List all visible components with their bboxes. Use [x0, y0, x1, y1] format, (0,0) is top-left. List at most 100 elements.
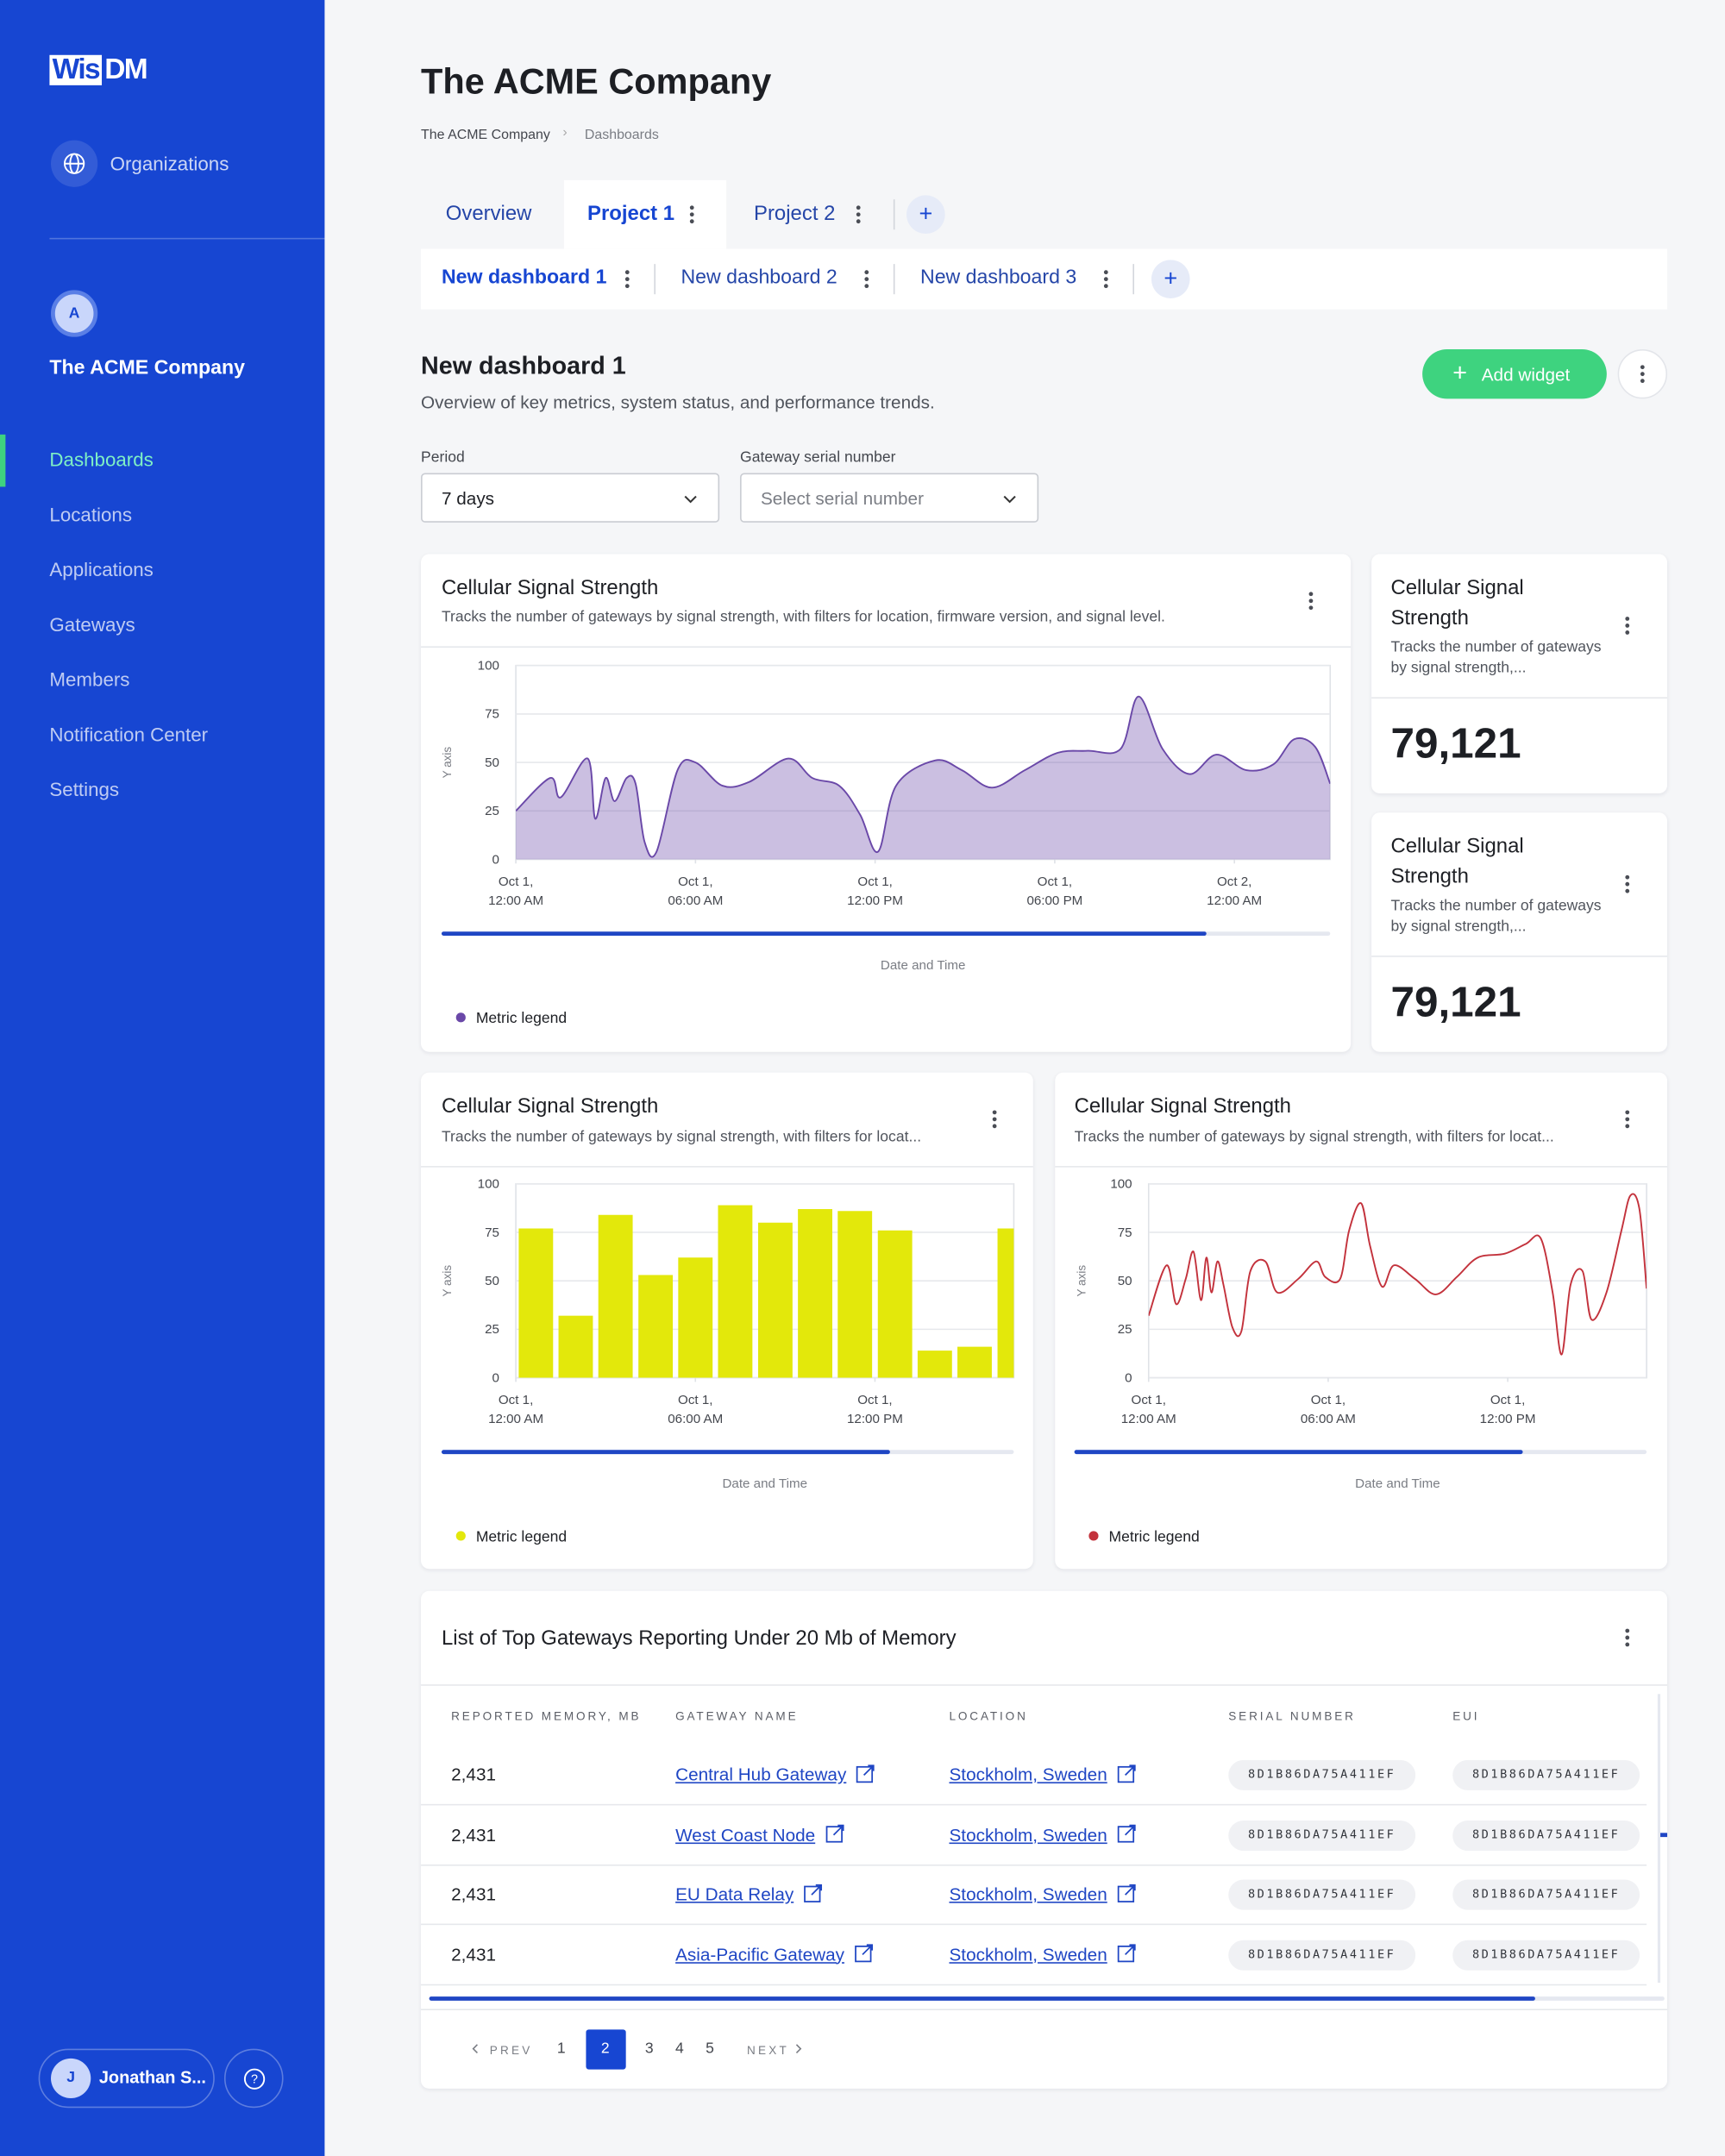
- period-select[interactable]: [421, 473, 720, 523]
- plus: +: [1164, 265, 1177, 291]
- kebab-dot: [1625, 630, 1630, 635]
- ext-icon: [856, 1765, 874, 1783]
- x-tick-label: Oct 1, 06:00 AM: [668, 1393, 724, 1427]
- dashboard-title: New dashboard 1: [421, 352, 626, 380]
- link-cell[interactable]: Stockholm, Sweden: [949, 1764, 1107, 1785]
- scroll-thumb: [1074, 1450, 1523, 1455]
- page-number[interactable]: 4: [674, 2040, 684, 2058]
- y-axis-label: Y axis: [441, 747, 454, 779]
- memory-cell: 2,431: [451, 1764, 497, 1785]
- kebab-dot: [856, 219, 861, 224]
- kebab-dot: [1625, 1628, 1630, 1633]
- logo-dm: DM: [104, 53, 147, 85]
- kebab-dot: [624, 270, 630, 275]
- page-number[interactable]: 3: [644, 2040, 654, 2058]
- x-tick-label: Oct 1, 06:00 PM: [1026, 874, 1083, 909]
- tab[interactable]: Overview: [445, 202, 532, 226]
- link-cell[interactable]: Asia-Pacific Gateway: [675, 1943, 844, 1965]
- ext-icon: [1117, 1945, 1135, 1963]
- link-cell[interactable]: EU Data Relay: [675, 1883, 794, 1905]
- page-number[interactable]: 2: [600, 2040, 610, 2058]
- subtab[interactable]: New dashboard 3: [919, 266, 1077, 289]
- ext-icon: [825, 1826, 843, 1843]
- kebab-dot: [1625, 1124, 1630, 1129]
- nav-active-bar: [0, 434, 6, 487]
- kebab-dot: [689, 212, 694, 217]
- ext-arrow: [862, 1944, 874, 1956]
- kebab-dot: [689, 219, 694, 224]
- column-header: REPORTED MEMORY, MB: [451, 1708, 642, 1723]
- row-divider: [421, 1923, 1647, 1926]
- period-value: 7 days: [441, 488, 495, 509]
- subtab[interactable]: New dashboard 2: [681, 266, 837, 289]
- prev-button[interactable]: PREV: [489, 2043, 533, 2058]
- add-subtab: [1151, 260, 1190, 298]
- tab[interactable]: Project 2: [754, 202, 836, 226]
- link-cell[interactable]: Stockholm, Sweden: [949, 1823, 1107, 1845]
- link-cell[interactable]: Stockholm, Sweden: [949, 1943, 1107, 1965]
- serial-select[interactable]: [740, 473, 1039, 523]
- h-scroll-thumb[interactable]: [429, 1996, 1535, 2001]
- y-tick-label: 25: [485, 1322, 499, 1337]
- next-button[interactable]: NEXT: [747, 2043, 789, 2058]
- x-tick-label: Oct 1, 12:00 PM: [846, 1393, 903, 1427]
- legend-dot: [455, 1531, 466, 1541]
- stat-title: Cellular Signal Strength: [1390, 834, 1524, 888]
- user-pill[interactable]: [38, 2048, 215, 2109]
- more-button[interactable]: [1617, 348, 1668, 399]
- add-widget-button[interactable]: [1422, 348, 1607, 399]
- breadcrumb[interactable]: The ACME Company: [421, 128, 550, 143]
- column-header: GATEWAY NAME: [675, 1708, 799, 1723]
- nav-item[interactable]: Locations: [49, 503, 133, 526]
- y-tick-label: 0: [492, 852, 499, 867]
- legend-label: Metric legend: [476, 1009, 567, 1026]
- nav-item[interactable]: Applications: [49, 558, 154, 580]
- x-tick-label: Oct 1, 12:00 PM: [1479, 1393, 1536, 1427]
- bar: [837, 1211, 873, 1378]
- tab[interactable]: Project 1: [587, 202, 675, 226]
- organizations-link[interactable]: Organizations: [110, 152, 229, 175]
- area: [516, 696, 1331, 860]
- line: [1148, 1193, 1647, 1356]
- v-scroll-track: [1657, 1694, 1661, 1984]
- kebab-dot: [1625, 624, 1630, 628]
- chart-subtitle: Tracks the number of gateways by signal …: [1074, 1129, 1554, 1146]
- sidebar: [0, 0, 325, 2156]
- stat-value: 79,121: [1390, 977, 1521, 1026]
- stat-description: Tracks the number of gateways by signal …: [1390, 639, 1602, 677]
- ext-icon: [1117, 1765, 1135, 1783]
- subtab[interactable]: New dashboard 1: [441, 266, 607, 289]
- breadcrumb-sep: ›: [562, 125, 568, 141]
- nav-item[interactable]: Settings: [49, 778, 120, 800]
- help-button[interactable]: ?: [223, 2048, 284, 2109]
- nav-item[interactable]: Notification Center: [49, 723, 209, 746]
- link-cell[interactable]: Central Hub Gateway: [675, 1764, 847, 1785]
- link-cell[interactable]: Stockholm, Sweden: [949, 1883, 1107, 1905]
- ext-icon: [1117, 1885, 1135, 1902]
- x-tick-label: Oct 1, 06:00 AM: [668, 874, 724, 909]
- nav-item[interactable]: Gateways: [49, 613, 135, 636]
- page-number[interactable]: 5: [706, 2040, 714, 2058]
- filter-label: Gateway serial number: [740, 449, 896, 467]
- nav-item[interactable]: Members: [49, 667, 130, 691]
- org-icon: [51, 140, 98, 187]
- breadcrumb[interactable]: Dashboards: [584, 128, 659, 143]
- nav-item[interactable]: Dashboards: [49, 448, 154, 471]
- stat-description: Tracks the number of gateways by signal …: [1390, 898, 1602, 936]
- x-tick-label: Oct 1, 12:00 AM: [488, 874, 544, 909]
- kebab-dot: [1625, 1117, 1630, 1122]
- bar: [678, 1257, 713, 1378]
- y-tick-label: 75: [485, 1225, 499, 1240]
- kebab-dot: [1625, 888, 1630, 893]
- page-number[interactable]: 1: [556, 2040, 566, 2058]
- bar: [598, 1214, 633, 1378]
- kebab-dot: [1625, 881, 1630, 887]
- x-axis-label: Date and Time: [722, 1476, 808, 1492]
- add-widget-label: Add widget: [1481, 364, 1571, 385]
- y-tick-label: 100: [1110, 1177, 1132, 1192]
- link-cell[interactable]: West Coast Node: [675, 1823, 816, 1845]
- bar: [997, 1228, 1014, 1378]
- kebab-dot: [992, 1124, 997, 1129]
- v-scroll-thumb[interactable]: [1660, 1833, 1668, 1838]
